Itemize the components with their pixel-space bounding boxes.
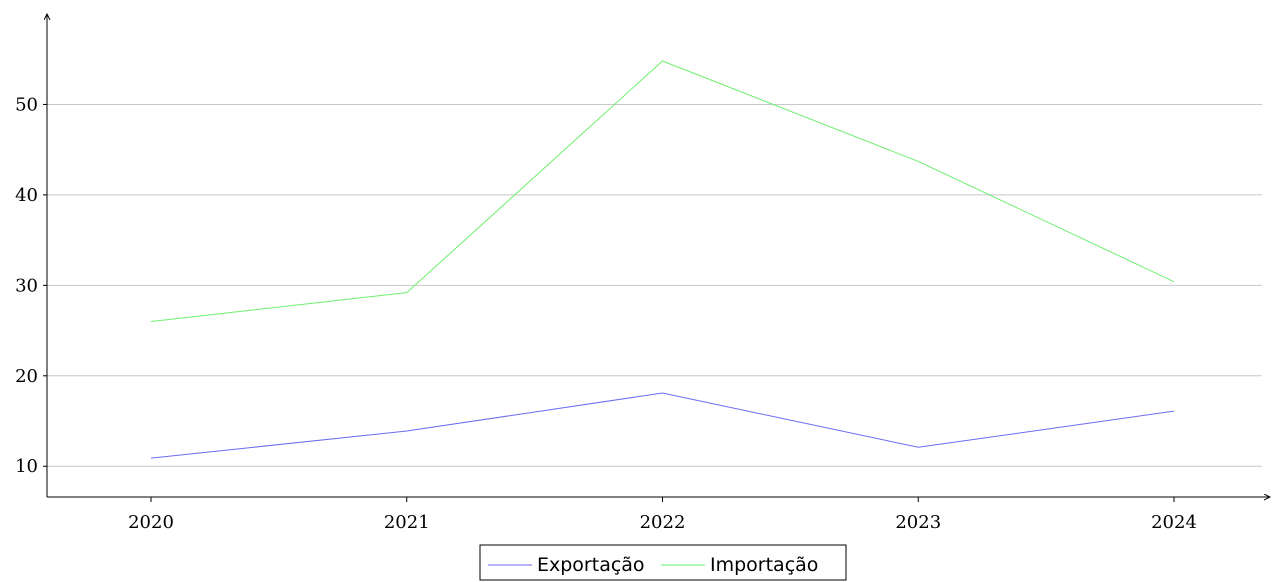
y-tick-label-10: 10 — [15, 456, 38, 477]
x-tick-label-2022: 2022 — [640, 512, 686, 533]
x-tick-label-2023: 2023 — [895, 512, 941, 533]
legend: Exportação Importação — [479, 544, 847, 581]
legend-label-exportacao: Exportação — [537, 554, 645, 576]
y-tick-label-30: 30 — [15, 275, 38, 296]
x-tick-label-2024: 2024 — [1151, 512, 1197, 533]
legend-label-importacao: Importação — [710, 554, 818, 576]
y-tick-label-20: 20 — [15, 366, 38, 387]
legend-box — [479, 544, 847, 581]
x-axis-ticks: 2020 2021 2022 2023 2024 — [128, 497, 1197, 533]
y-axis-ticks: 10 20 30 40 50 — [15, 94, 47, 477]
series-lines — [150, 60, 1175, 459]
y-tick-label-50: 50 — [15, 94, 38, 115]
x-tick-label-2020: 2020 — [128, 512, 174, 533]
gridlines — [47, 103, 1262, 467]
x-tick-label-2021: 2021 — [384, 512, 430, 533]
series-line-exportacao — [150, 392, 1175, 459]
series-line-importacao — [150, 60, 1175, 322]
y-tick-label-40: 40 — [15, 185, 38, 206]
